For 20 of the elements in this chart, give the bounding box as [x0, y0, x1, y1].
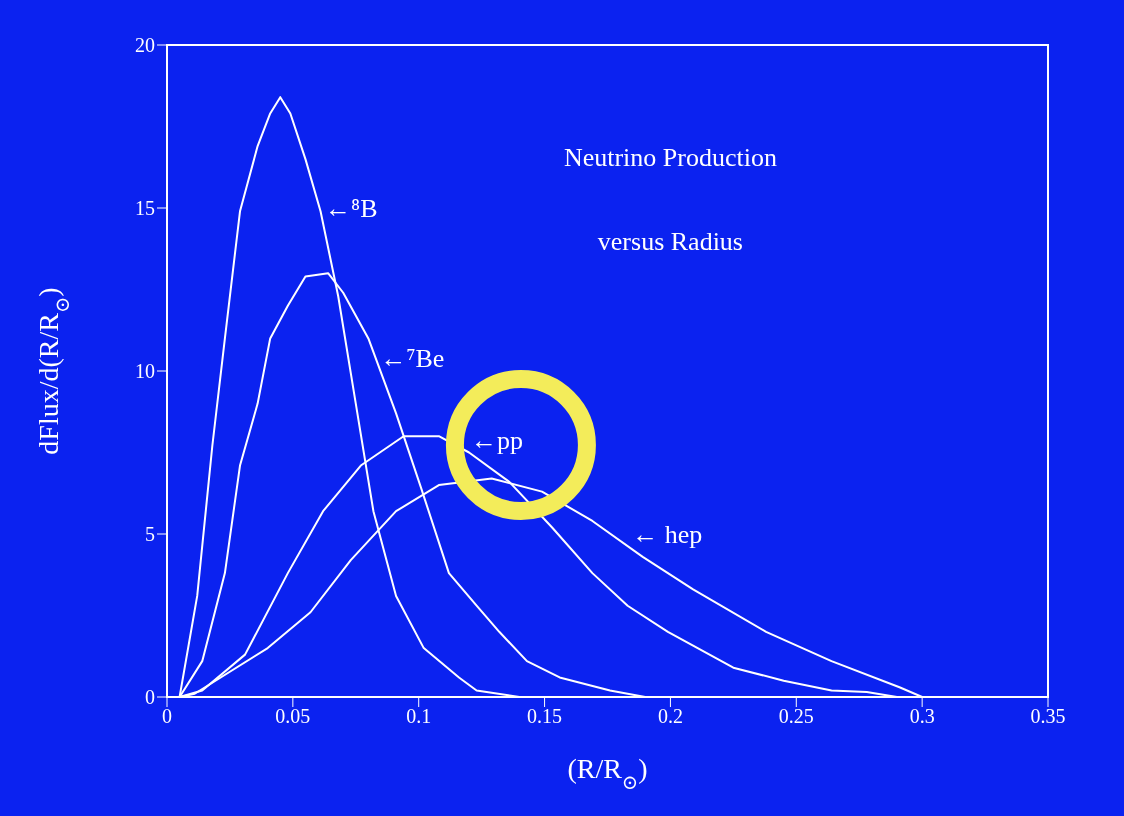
- x-tick-label: 0: [162, 705, 172, 728]
- annotation: ←⁸B: [325, 194, 378, 224]
- x-tick-label: 0.25: [778, 705, 814, 728]
- x-tick-label: 0.35: [1030, 705, 1066, 728]
- text: Neutrino Production: [563, 142, 777, 172]
- y-tick-label: 0: [145, 686, 155, 709]
- annotation: ← hep: [632, 520, 703, 550]
- y-tick-label: 15: [135, 197, 155, 220]
- x-tick-label: 0.1: [406, 705, 432, 728]
- x-tick-label: 0.05: [275, 705, 311, 728]
- text: versus Radius: [597, 227, 744, 257]
- x-axis-title: (R/R$_{⊙}$): [567, 753, 648, 793]
- annotation: ←pp: [471, 425, 524, 455]
- x-tick-label: 0.2: [657, 705, 683, 728]
- y-tick-label: 10: [135, 360, 155, 383]
- x-tick-label: 0.3: [909, 705, 935, 728]
- y-tick-label: 5: [145, 523, 155, 546]
- y-tick-label: 20: [135, 34, 155, 57]
- annotation: ←⁷Be: [380, 343, 445, 373]
- x-tick-label: 0.15: [527, 705, 563, 728]
